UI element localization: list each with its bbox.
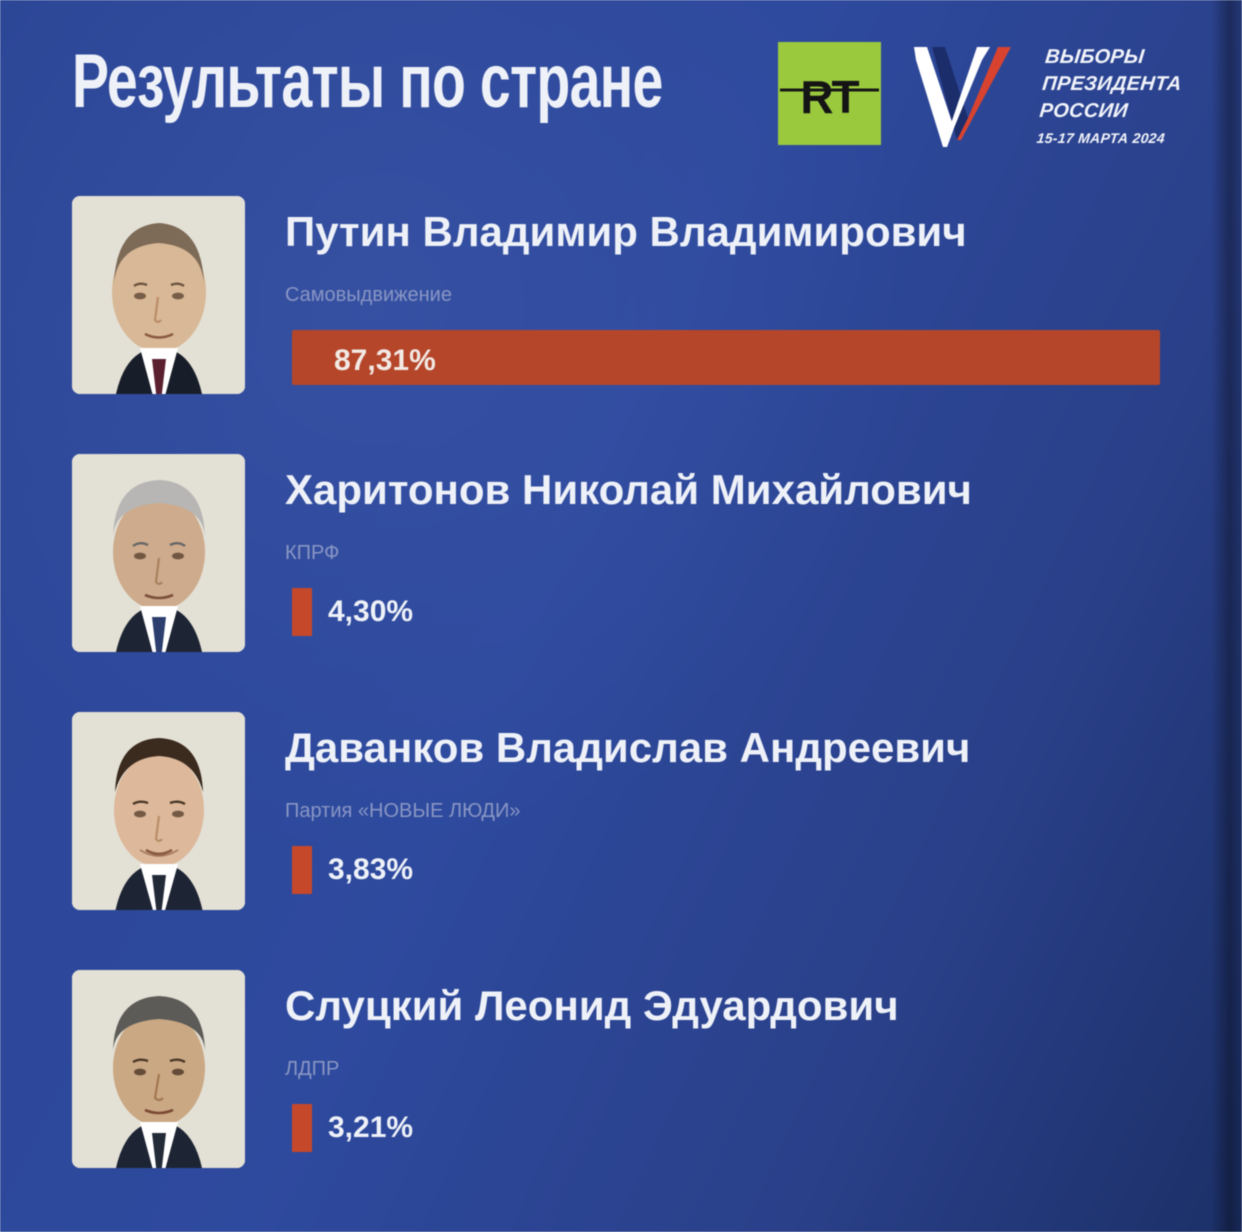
svg-text:RT: RT [800,71,859,123]
